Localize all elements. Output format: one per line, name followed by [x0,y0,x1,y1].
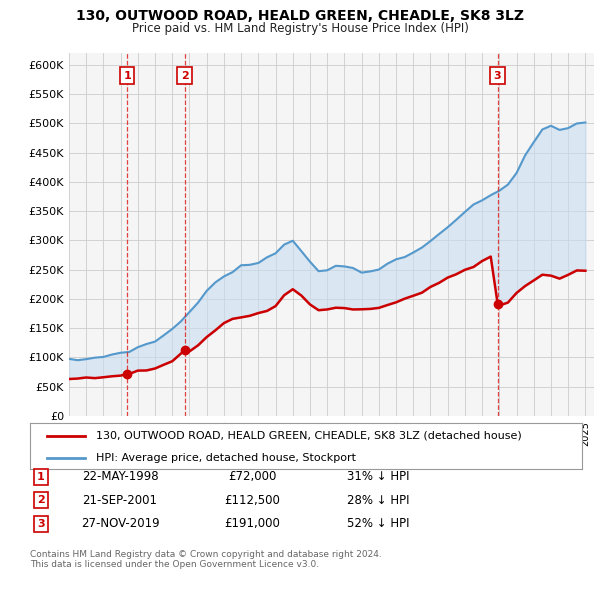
Text: £112,500: £112,500 [224,494,280,507]
Text: 21-SEP-2001: 21-SEP-2001 [83,494,157,507]
Point [82,432,89,440]
Text: 2: 2 [37,496,44,505]
Text: 130, OUTWOOD ROAD, HEALD GREEN, CHEADLE, SK8 3LZ: 130, OUTWOOD ROAD, HEALD GREEN, CHEADLE,… [76,9,524,23]
Text: 31% ↓ HPI: 31% ↓ HPI [347,470,409,483]
Point [82,454,89,461]
Text: 3: 3 [494,71,502,81]
Text: Contains HM Land Registry data © Crown copyright and database right 2024.
This d: Contains HM Land Registry data © Crown c… [30,550,382,569]
Text: £72,000: £72,000 [228,470,276,483]
Text: 22-MAY-1998: 22-MAY-1998 [82,470,158,483]
Text: 52% ↓ HPI: 52% ↓ HPI [347,517,409,530]
Text: 2: 2 [181,71,188,81]
Text: Price paid vs. HM Land Registry's House Price Index (HPI): Price paid vs. HM Land Registry's House … [131,22,469,35]
Point [43,454,50,461]
Text: £191,000: £191,000 [224,517,280,530]
Text: 27-NOV-2019: 27-NOV-2019 [80,517,160,530]
Text: 1: 1 [124,71,131,81]
Text: 28% ↓ HPI: 28% ↓ HPI [347,494,409,507]
Text: 1: 1 [37,472,44,481]
Point [43,432,50,440]
Text: HPI: Average price, detached house, Stockport: HPI: Average price, detached house, Stoc… [96,453,356,463]
Text: 3: 3 [37,519,44,529]
Text: 130, OUTWOOD ROAD, HEALD GREEN, CHEADLE, SK8 3LZ (detached house): 130, OUTWOOD ROAD, HEALD GREEN, CHEADLE,… [96,431,522,441]
